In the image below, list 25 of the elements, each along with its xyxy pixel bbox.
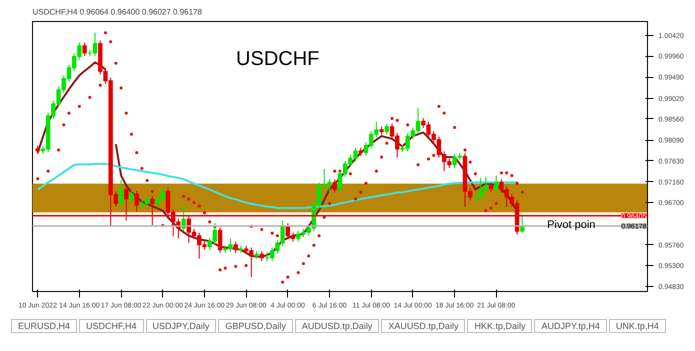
text: EURUSD,H4 xyxy=(11,319,78,333)
candlestick xyxy=(118,180,124,208)
candlestick xyxy=(150,195,155,226)
text: GBPUSD,Daily xyxy=(218,319,293,333)
candlestick xyxy=(384,122,390,136)
candlestick xyxy=(129,190,134,203)
text: USDJPY,Daily xyxy=(146,319,216,333)
candlestick xyxy=(134,190,139,212)
text: AUDUSD.tp,Daily xyxy=(294,319,380,333)
text: HKK.tp,Daily xyxy=(467,319,532,333)
text: UNK.tp,H4 xyxy=(608,319,666,333)
candlestick xyxy=(82,42,87,57)
chart-title: USDCHF,H4 0.96064 0.96400 0.96027 0.96178 xyxy=(32,8,203,16)
candlestick xyxy=(234,241,238,254)
candlestick xyxy=(260,250,264,262)
annotation: Pivot poin xyxy=(547,219,596,232)
candlestick xyxy=(218,226,222,254)
line-series xyxy=(36,162,518,209)
candlestick xyxy=(494,175,498,192)
text: XAUUSD.tp,Daily xyxy=(381,319,466,333)
text: USDCHF,H4 xyxy=(79,319,144,333)
text: AUDJPY.tp,H4 xyxy=(534,319,607,333)
annotation: USDCHF xyxy=(236,48,320,70)
candlestick xyxy=(124,186,128,222)
candlestick xyxy=(332,178,337,194)
